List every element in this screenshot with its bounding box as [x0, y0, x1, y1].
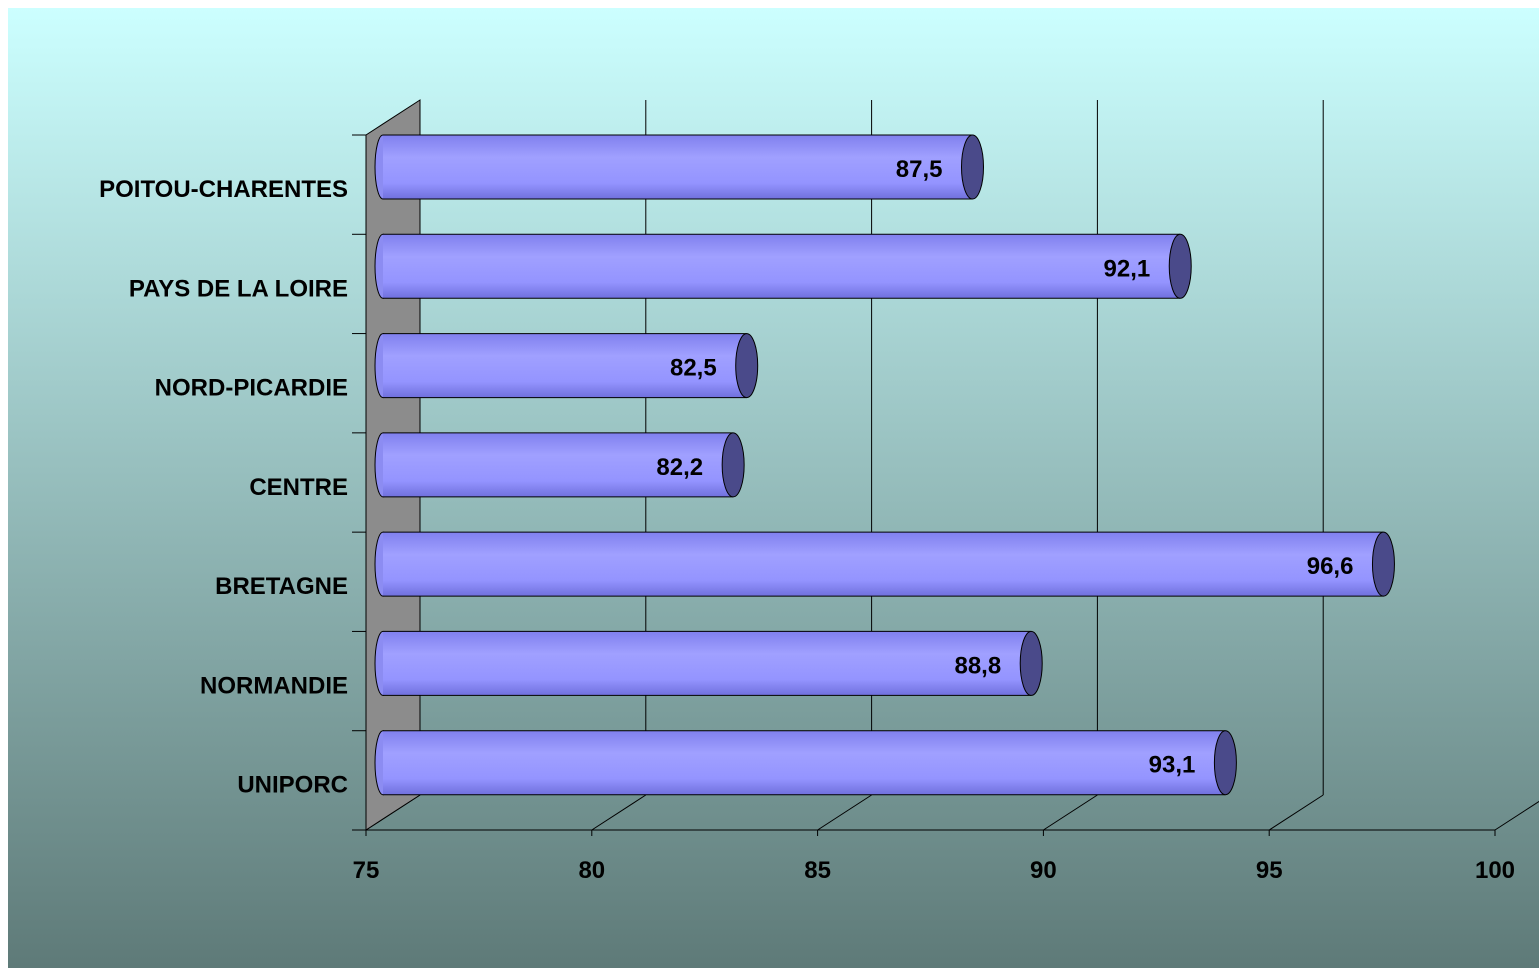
bar — [374, 630, 1043, 696]
bar — [374, 333, 759, 399]
category-label: POITOU-CHARENTES — [99, 176, 348, 203]
x-tick-label: 75 — [353, 857, 380, 884]
bar-end-cap — [1371, 531, 1395, 597]
bar — [374, 432, 745, 498]
bar — [374, 730, 1237, 796]
category-label: BRETAGNE — [215, 573, 348, 600]
bar-body — [383, 135, 973, 199]
bar-end-cap — [1168, 233, 1192, 299]
data-label: 88,8 — [954, 652, 1001, 679]
category-label: NORMANDIE — [200, 672, 348, 699]
category-label: CENTRE — [249, 474, 348, 501]
data-label: 92,1 — [1104, 255, 1151, 282]
floor-line — [1494, 800, 1539, 831]
bar-body — [383, 432, 734, 497]
bar — [374, 134, 984, 200]
x-tick-label: 95 — [1256, 857, 1283, 884]
bar-end-cap — [721, 432, 745, 498]
bar-body — [383, 631, 1032, 696]
x-tick-label: 100 — [1475, 857, 1515, 884]
category-label: PAYS DE LA LOIRE — [129, 275, 348, 302]
bar-body — [383, 333, 747, 398]
data-label: 96,6 — [1307, 553, 1354, 580]
category-label: UNIPORC — [237, 772, 348, 799]
bar-end-cap — [1213, 730, 1237, 796]
bar-end-cap — [961, 134, 984, 200]
bar-end-cap — [735, 333, 759, 399]
bar — [374, 233, 1192, 299]
data-label: 82,2 — [656, 454, 703, 481]
bar-body — [383, 532, 1384, 597]
floor-line — [1268, 794, 1324, 831]
bar-body — [383, 234, 1181, 299]
floor-line — [591, 794, 647, 831]
bar-body — [383, 730, 1226, 795]
data-label: 87,5 — [896, 156, 943, 183]
floor-line — [1043, 794, 1098, 831]
x-tick-label: 90 — [1030, 857, 1057, 884]
bar-end-cap — [1019, 630, 1043, 696]
x-tick-label: 85 — [804, 857, 831, 884]
data-label: 82,5 — [670, 355, 717, 382]
x-tick-label: 80 — [578, 857, 605, 884]
floor-line — [817, 794, 872, 831]
bar — [374, 531, 1395, 597]
data-label: 93,1 — [1149, 752, 1196, 779]
category-label: NORD-PICARDIE — [155, 375, 348, 402]
